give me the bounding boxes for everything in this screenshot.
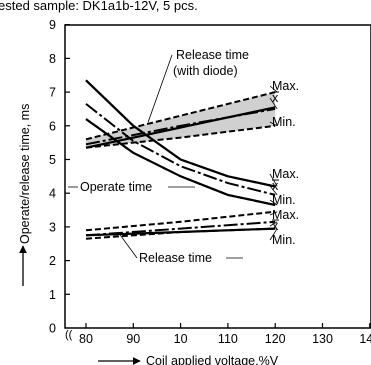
y-tick-label: 8 xyxy=(49,52,56,66)
series-max-line xyxy=(85,210,276,232)
y-tick-label: 4 xyxy=(49,187,56,201)
x-axis-label: Coil applied voltage,%V xyxy=(146,354,279,365)
series-mean-label: x xyxy=(272,91,279,105)
label-leader-line xyxy=(269,199,278,206)
series-mean-line xyxy=(85,220,276,237)
series-max-label: Max. xyxy=(272,167,299,181)
series-solid-line xyxy=(85,118,276,207)
series-mean-label: x xyxy=(272,219,279,233)
y-tick-label: 6 xyxy=(49,119,56,133)
y-tick-label: 2 xyxy=(49,254,56,268)
x-tick-label: 110 xyxy=(218,332,238,346)
y-tick-label: 0 xyxy=(49,322,56,336)
x-axis-title: Coil applied voltage,%V xyxy=(98,354,279,365)
ticks-layer: 80 90 10 110 120 130 140 0 1 2 3 4 5 6 7 8 9 xyxy=(49,18,371,346)
series-max-label: Max. xyxy=(272,79,299,93)
y-tick-label: 9 xyxy=(49,18,56,32)
x-tick-label: 140 xyxy=(359,332,371,346)
group-label: (with diode) xyxy=(173,64,238,78)
band-fill xyxy=(86,92,276,148)
label-leader-line xyxy=(269,121,278,127)
label-leader-line xyxy=(269,185,278,196)
x-tick-label: 130 xyxy=(312,332,333,346)
series-mean-line xyxy=(85,103,276,196)
series-min-label: Min. xyxy=(272,233,296,247)
series-solid-line xyxy=(85,79,276,188)
x-tick-label: 80 xyxy=(79,332,93,346)
label-leader-line xyxy=(269,221,278,227)
chart-title: ested sample: DK1a1b-12V, 5 pcs. xyxy=(0,0,198,13)
x-tick-label: 120 xyxy=(265,332,286,346)
x-tick-label: 10 xyxy=(174,332,188,346)
y-tick-label: 5 xyxy=(49,153,56,167)
group-label: Release time xyxy=(139,251,212,265)
y-tick-label: 7 xyxy=(49,86,56,100)
series-min-label: Min. xyxy=(272,115,296,129)
y-tick-label: 1 xyxy=(49,288,56,302)
y-axis-title: Operate/release time, ms xyxy=(18,104,32,286)
x-tick-label: 90 xyxy=(126,332,140,346)
plot-frame xyxy=(64,24,371,329)
series-mean-label: x xyxy=(272,179,279,193)
group-leader-line xyxy=(147,54,173,123)
y-axis-label: Operate/release time, ms xyxy=(18,104,32,244)
series-min-line xyxy=(85,124,276,149)
series-mean-line xyxy=(85,107,276,146)
label-leader-line xyxy=(269,97,278,110)
bands-layer xyxy=(86,92,276,148)
lines-layer xyxy=(85,79,276,240)
y-tick-label: 3 xyxy=(49,220,56,234)
series-max-line xyxy=(85,91,276,141)
series-solid-line xyxy=(85,227,276,237)
group-leader-line xyxy=(117,231,138,259)
series-max-label: Max. xyxy=(272,208,299,222)
label-leader-line xyxy=(269,211,278,216)
axis-break-mark: (( xyxy=(65,329,73,341)
series-min-label: Min. xyxy=(272,193,296,207)
group-label: Release time xyxy=(176,48,249,62)
label-leader-line xyxy=(269,228,278,241)
group-label: Operate time xyxy=(80,180,152,194)
label-leader-line xyxy=(269,85,278,93)
